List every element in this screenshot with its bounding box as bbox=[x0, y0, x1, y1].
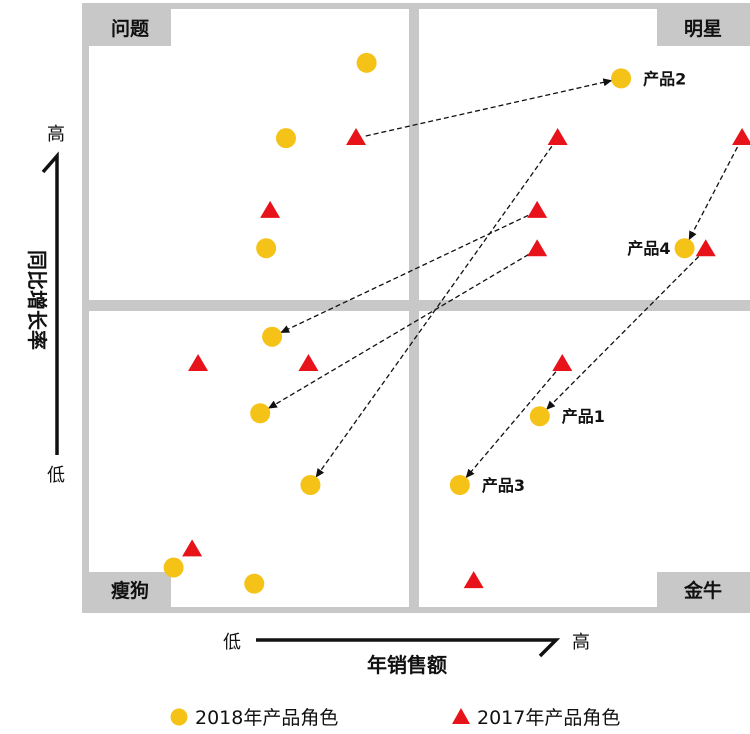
point-2018-3 bbox=[256, 238, 277, 259]
point-2018-2 bbox=[275, 128, 296, 149]
transition-arrow-5 bbox=[315, 145, 553, 478]
x-axis-title: 年销售额 bbox=[367, 653, 447, 677]
point-2017-4 bbox=[260, 200, 281, 218]
point-2017-2 bbox=[547, 127, 568, 145]
y-axis-high-label: 高 bbox=[47, 124, 65, 145]
point-2018-7 bbox=[250, 403, 271, 424]
arrows-layer bbox=[267, 78, 739, 479]
transition-arrow-3 bbox=[546, 256, 700, 410]
legend-marker-2017 bbox=[452, 708, 470, 724]
legend-label-2017: 2017年产品角色 bbox=[477, 707, 620, 729]
point-2018-1 bbox=[356, 52, 377, 73]
quadrant-frame bbox=[82, 3, 750, 613]
quadrant-label-box-top-left bbox=[89, 9, 171, 46]
quadrant-label-bottom-right: 金牛 bbox=[683, 579, 722, 602]
point-2018-10 bbox=[449, 475, 470, 496]
point-label: 产品4 bbox=[627, 239, 670, 258]
quadrant-label-bottom-left: 瘦狗 bbox=[111, 579, 149, 602]
quadrant-label-box-bottom-right bbox=[657, 572, 750, 607]
transition-arrow-4 bbox=[465, 371, 557, 479]
quadrant-label-box-bottom-left bbox=[89, 572, 171, 607]
point-2018-6 bbox=[262, 326, 283, 347]
quadrant-label-top-left: 问题 bbox=[111, 18, 149, 40]
legend-marker-2018 bbox=[170, 708, 188, 726]
point-2017-1 bbox=[346, 127, 367, 145]
point-2017-9 bbox=[298, 354, 319, 372]
x-axis-arrow bbox=[256, 638, 561, 658]
quadrant-label-box-top-right bbox=[657, 9, 750, 46]
point-2017-7 bbox=[695, 239, 716, 257]
y-axis-arrow bbox=[41, 151, 59, 455]
y-axis-title: 同比增长率 bbox=[25, 250, 49, 350]
transition-arrow-1 bbox=[365, 78, 613, 137]
transition-arrow-6 bbox=[280, 214, 529, 334]
point-2017-11 bbox=[182, 539, 203, 557]
point-2018-9 bbox=[529, 406, 550, 427]
point-2017-3 bbox=[732, 127, 750, 145]
y-axis-low-label: 低 bbox=[47, 465, 65, 486]
quadrant-label-top-right: 明星 bbox=[684, 18, 722, 40]
point-2018-8 bbox=[300, 475, 321, 496]
point-label: 产品3 bbox=[482, 476, 525, 495]
x-axis-low-label: 低 bbox=[223, 632, 241, 653]
point-2017-12 bbox=[463, 571, 484, 589]
legend-label-2018: 2018年产品角色 bbox=[195, 707, 338, 729]
point-label: 产品2 bbox=[643, 69, 686, 88]
point-2018-5 bbox=[674, 238, 695, 259]
point-2018-4 bbox=[611, 68, 632, 89]
point-2018-12 bbox=[244, 573, 265, 594]
point-2018-11 bbox=[163, 557, 184, 578]
transition-arrow-2 bbox=[688, 146, 739, 241]
point-2017-5 bbox=[527, 200, 548, 218]
point-2017-6 bbox=[527, 239, 548, 257]
point-2017-8 bbox=[188, 354, 209, 372]
point-2017-10 bbox=[552, 354, 573, 372]
legend: 2018年产品角色 2017年产品角色 bbox=[170, 707, 620, 729]
point-label: 产品1 bbox=[562, 407, 605, 426]
x-axis-high-label: 高 bbox=[572, 632, 590, 653]
transition-arrow-7 bbox=[267, 253, 529, 409]
points-layer: 产品2 产品4 产品1 产品3 bbox=[163, 52, 750, 594]
